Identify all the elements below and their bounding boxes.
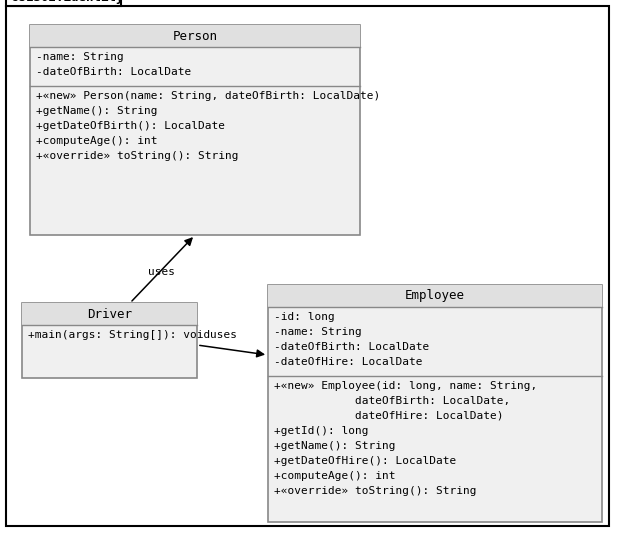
- Bar: [30, 25, 360, 47]
- Text: cs1302.identity: cs1302.identity: [11, 0, 123, 4]
- Bar: [30, 25, 360, 235]
- Bar: [6, 0, 121, 6]
- Text: -name: String: -name: String: [274, 327, 362, 337]
- Text: dateOfBirth: LocalDate,: dateOfBirth: LocalDate,: [274, 396, 510, 406]
- Text: Employee: Employee: [405, 289, 465, 302]
- Bar: [22, 303, 197, 325]
- Text: dateOfHire: LocalDate): dateOfHire: LocalDate): [274, 411, 503, 421]
- Text: +getName(): String: +getName(): String: [274, 441, 395, 451]
- Text: +«override» toString(): String: +«override» toString(): String: [36, 151, 239, 161]
- Bar: [22, 303, 197, 378]
- Text: +«new» Person(name: String, dateOfBirth: LocalDate): +«new» Person(name: String, dateOfBirth:…: [36, 91, 380, 101]
- Text: +main(args: String[]): void: +main(args: String[]): void: [28, 330, 210, 340]
- Text: +getId(): long: +getId(): long: [274, 426, 368, 436]
- Text: +«new» Employee(id: long, name: String,: +«new» Employee(id: long, name: String,: [274, 381, 537, 391]
- Text: +computeAge(): int: +computeAge(): int: [36, 136, 157, 146]
- Text: +computeAge(): int: +computeAge(): int: [274, 471, 395, 481]
- Bar: [268, 285, 602, 307]
- Text: Driver: Driver: [87, 308, 132, 320]
- Text: +getDateOfHire(): LocalDate: +getDateOfHire(): LocalDate: [274, 456, 456, 466]
- Text: -dateOfBirth: LocalDate: -dateOfBirth: LocalDate: [274, 342, 429, 352]
- Text: +«override» toString(): String: +«override» toString(): String: [274, 486, 476, 496]
- Text: -dateOfHire: LocalDate: -dateOfHire: LocalDate: [274, 357, 423, 367]
- Text: +getDateOfBirth(): LocalDate: +getDateOfBirth(): LocalDate: [36, 121, 225, 131]
- Text: -name: String: -name: String: [36, 52, 124, 62]
- Text: -dateOfBirth: LocalDate: -dateOfBirth: LocalDate: [36, 67, 191, 77]
- Text: Person: Person: [173, 29, 218, 43]
- Text: +getName(): String: +getName(): String: [36, 106, 157, 116]
- Bar: [268, 285, 602, 522]
- Text: -id: long: -id: long: [274, 312, 335, 322]
- Text: uses: uses: [148, 267, 175, 277]
- Text: uses: uses: [210, 330, 237, 340]
